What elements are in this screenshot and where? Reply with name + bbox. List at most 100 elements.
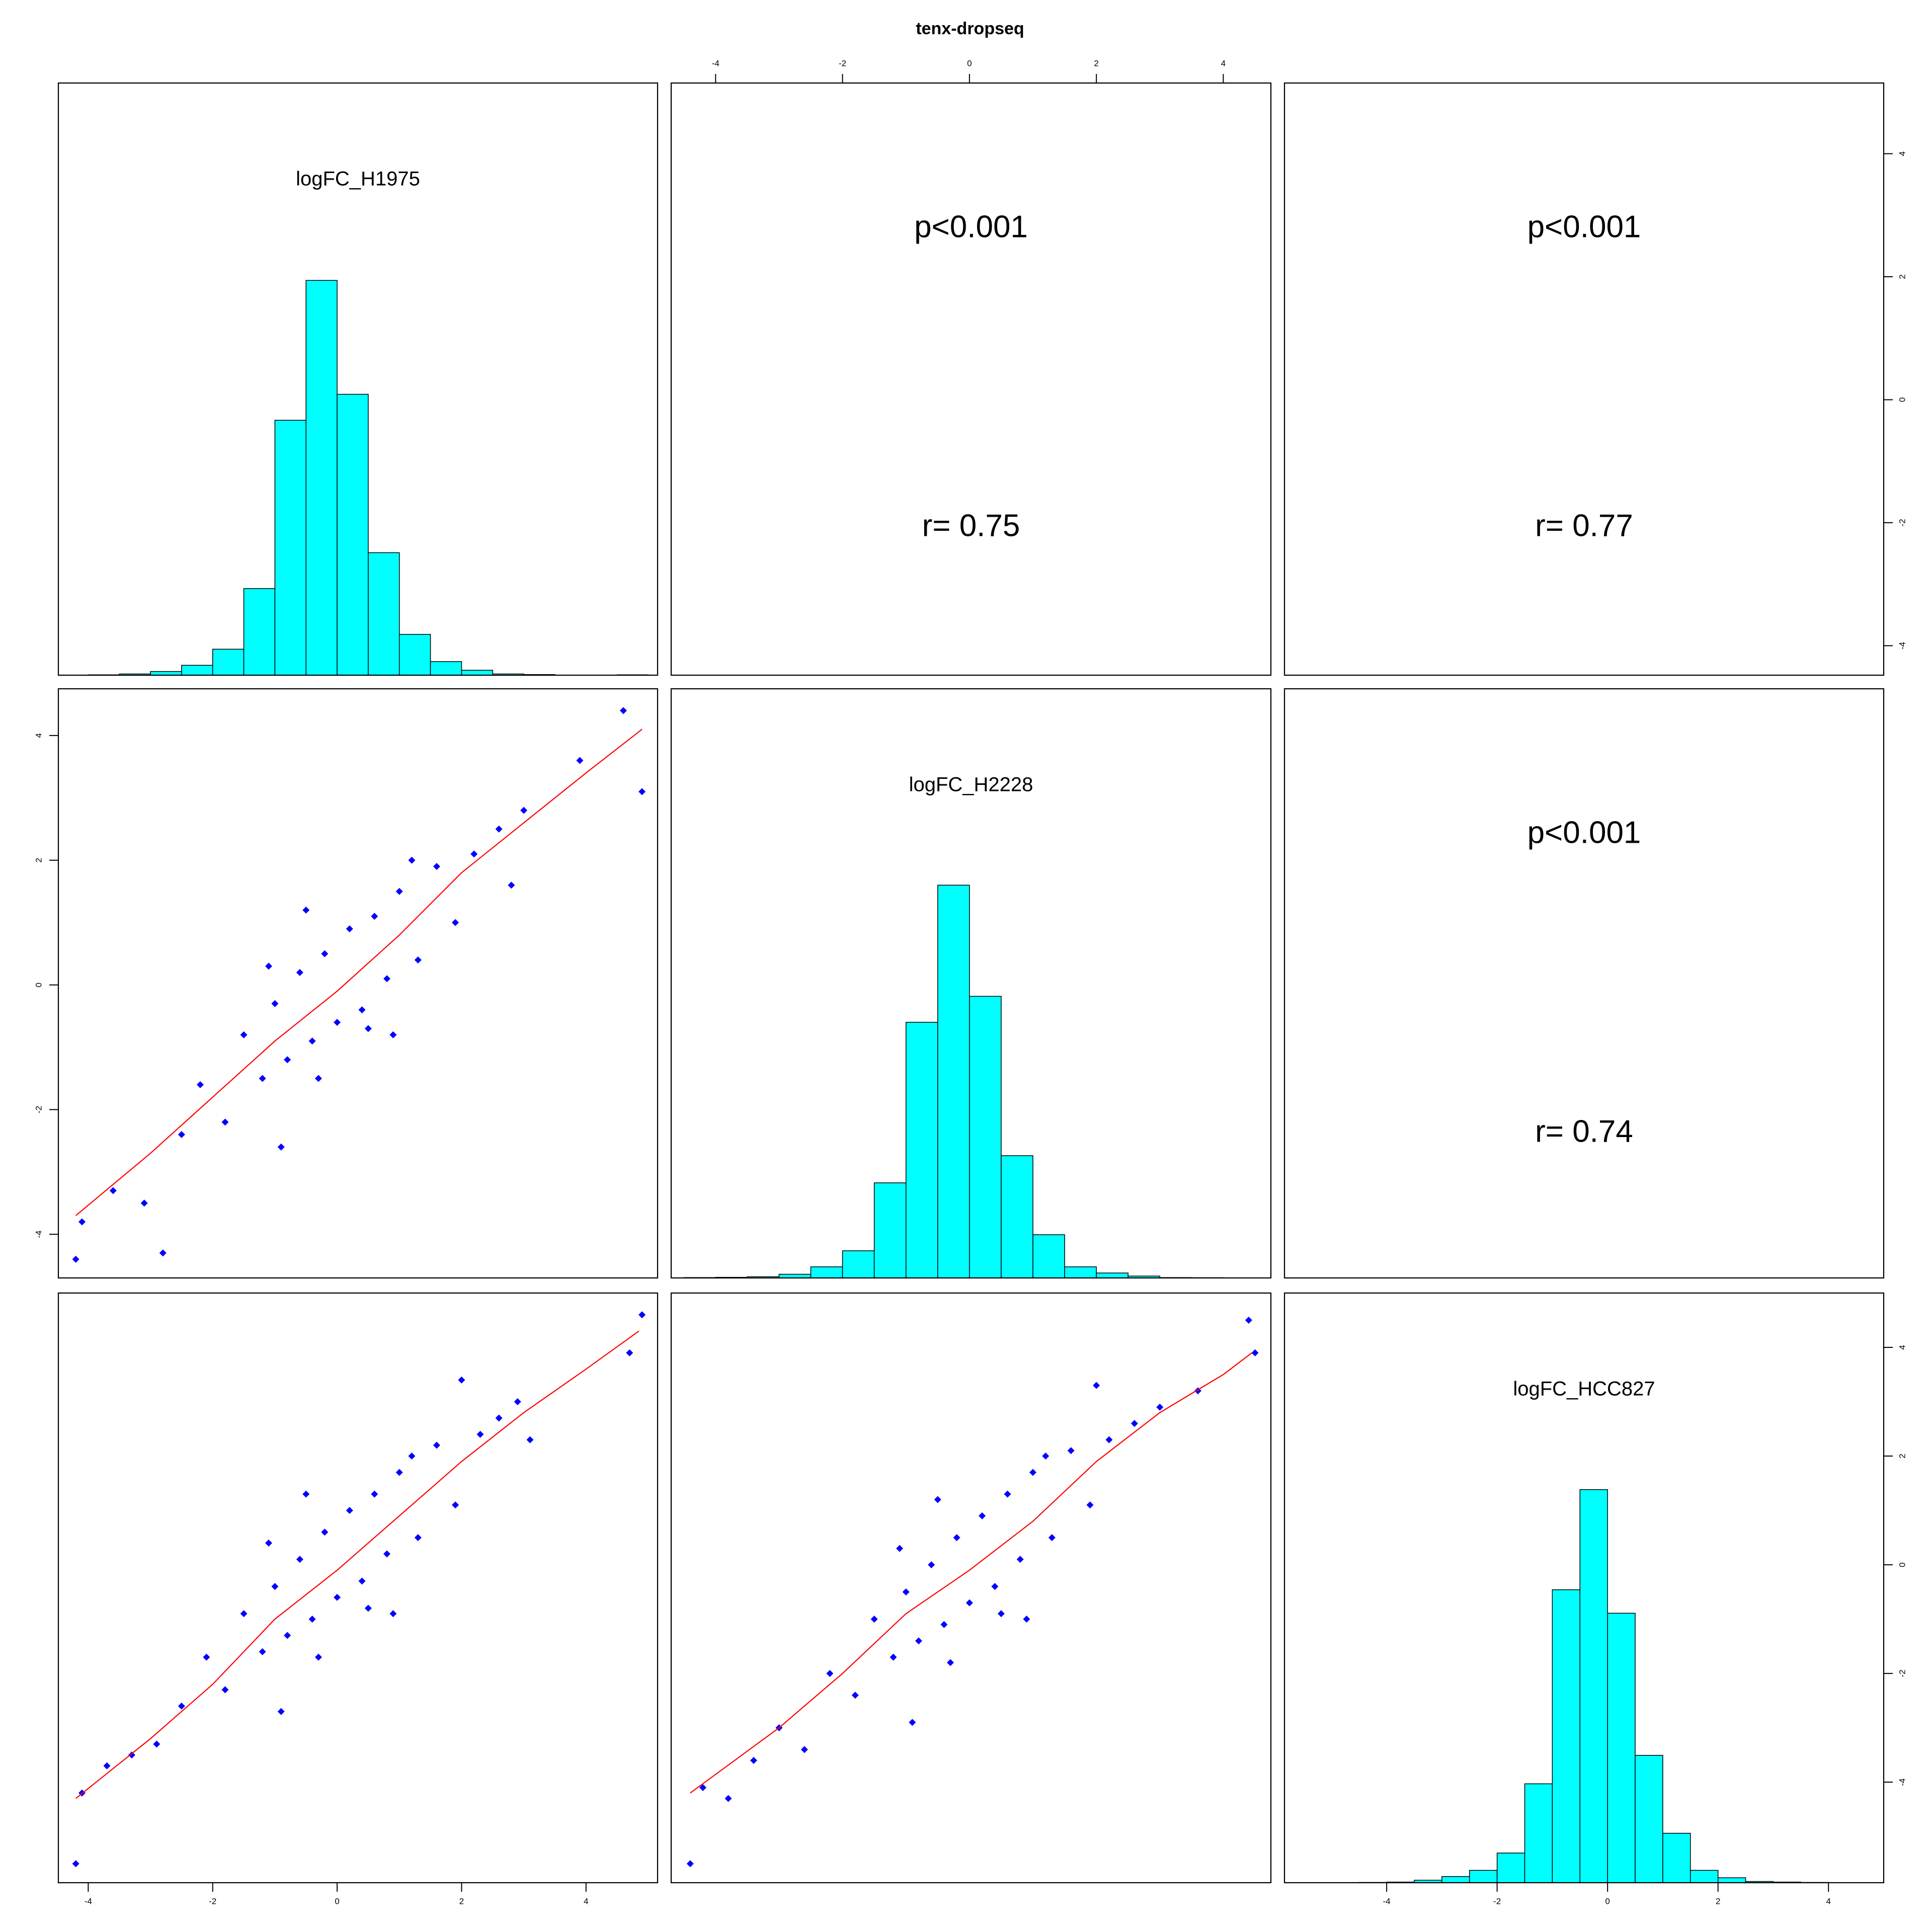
x-tick-label: -2: [209, 1896, 216, 1906]
scatter-point: [284, 1056, 291, 1064]
scatter-point: [371, 913, 378, 920]
scatter-point: [334, 1593, 341, 1601]
scatter-point: [178, 1131, 185, 1138]
scatter-point: [902, 1588, 910, 1596]
scatter-point: [178, 1702, 185, 1710]
panel-frame: [1283, 688, 1885, 1279]
scatter-point: [383, 975, 391, 983]
histogram-bar: [842, 1250, 875, 1278]
scatter-point: [221, 1686, 229, 1694]
scatter-point: [72, 1255, 79, 1263]
histogram-bar: [1552, 1589, 1581, 1883]
scatter-point: [408, 1453, 416, 1460]
scatter-point: [302, 1490, 310, 1498]
histogram-bar: [337, 393, 369, 676]
scatter-point: [383, 1550, 391, 1558]
histogram-bar: [937, 884, 970, 1278]
scatter-point: [1004, 1490, 1011, 1498]
histogram-bar: [274, 420, 306, 676]
scatter-point: [1023, 1616, 1030, 1623]
p-value: p<0.001: [1527, 209, 1641, 244]
scatter-point: [1093, 1382, 1100, 1389]
scatter-point: [508, 881, 515, 889]
scatter-point: [271, 1000, 279, 1007]
scatter-point: [1105, 1436, 1113, 1443]
x-tick-label: -4: [1383, 1896, 1391, 1906]
scatter-point: [433, 1441, 440, 1449]
scatter-point: [1131, 1420, 1138, 1427]
scatter-point: [128, 1751, 135, 1759]
scatter-point: [277, 1708, 285, 1715]
scatter-point: [1029, 1469, 1036, 1476]
scatter-point: [389, 1610, 397, 1618]
scatter-point: [1067, 1447, 1075, 1455]
scatter-point: [940, 1621, 948, 1628]
scatter-point: [514, 1398, 521, 1406]
histogram-bar: [1469, 1870, 1498, 1883]
y-tick-label: -2: [1897, 1670, 1907, 1677]
scatter-point: [458, 1376, 465, 1384]
scatter-point: [576, 757, 584, 764]
scatter-point: [358, 1577, 366, 1585]
scatter-point: [334, 1018, 341, 1026]
scatter-point: [1048, 1534, 1056, 1542]
scatter-point: [159, 1249, 167, 1257]
scatter-point: [203, 1653, 210, 1661]
fit-line: [690, 1352, 1252, 1794]
variable-label: logFC_HCC827: [1513, 1378, 1655, 1400]
histogram-bar: [368, 552, 400, 676]
histogram-bar: [810, 1266, 843, 1278]
scatter-point: [1156, 1403, 1164, 1411]
scatter-point: [699, 1784, 707, 1791]
scatter-point: [495, 1414, 503, 1422]
scatter-point: [240, 1031, 248, 1038]
scatter-point: [619, 707, 627, 714]
scatter-point: [470, 850, 478, 858]
histogram-bar: [212, 649, 245, 676]
scatter-point: [476, 1430, 484, 1438]
histogram-bar: [1441, 1876, 1470, 1883]
scatter-point: [408, 856, 416, 864]
scatter-point: [965, 1599, 973, 1606]
scatter-point: [321, 950, 329, 957]
histogram-bar: [1579, 1489, 1608, 1883]
scatter-point: [725, 1795, 732, 1802]
scatter-point: [109, 1187, 117, 1194]
y-tick-label: 4: [34, 733, 43, 738]
scatter-point: [395, 888, 403, 895]
scatter-point: [72, 1860, 79, 1868]
scatter-point: [979, 1512, 986, 1519]
y-tick-label: 0: [1897, 397, 1907, 402]
histogram-bar: [1690, 1870, 1719, 1883]
scatter-point: [321, 1528, 329, 1536]
panel-frame: [670, 1292, 1272, 1884]
scatter-point: [826, 1670, 834, 1677]
y-tick-label: 4: [1897, 1345, 1907, 1349]
x-tick-label: 2: [459, 1896, 464, 1906]
y-tick-label: 2: [1897, 274, 1907, 279]
scatter-point: [1086, 1501, 1094, 1509]
panel-frame: [670, 82, 1272, 676]
scatter-point: [314, 1075, 322, 1082]
scatter-point: [358, 1006, 366, 1014]
scatter-point: [265, 1539, 273, 1547]
scatter-point: [947, 1659, 954, 1666]
scatter-point: [870, 1616, 878, 1623]
scatter-point: [1042, 1453, 1050, 1460]
y-tick-label: 2: [34, 858, 43, 862]
x-tick-label: 2: [1094, 58, 1098, 68]
histogram-bar: [461, 670, 494, 676]
y-tick-label: -4: [34, 1231, 43, 1238]
scatter-point: [364, 1604, 372, 1612]
scatter-point: [991, 1583, 999, 1590]
scatter-point: [140, 1199, 148, 1207]
scatter-point: [520, 807, 528, 814]
scatter-point: [277, 1143, 285, 1151]
panel-frame: [57, 82, 659, 676]
histogram-bar: [1635, 1755, 1663, 1883]
scatter-point: [851, 1692, 859, 1699]
histogram-bar: [1524, 1783, 1553, 1883]
p-value: p<0.001: [1527, 815, 1641, 850]
scatter-point: [800, 1746, 808, 1753]
histogram-bar: [305, 280, 338, 676]
